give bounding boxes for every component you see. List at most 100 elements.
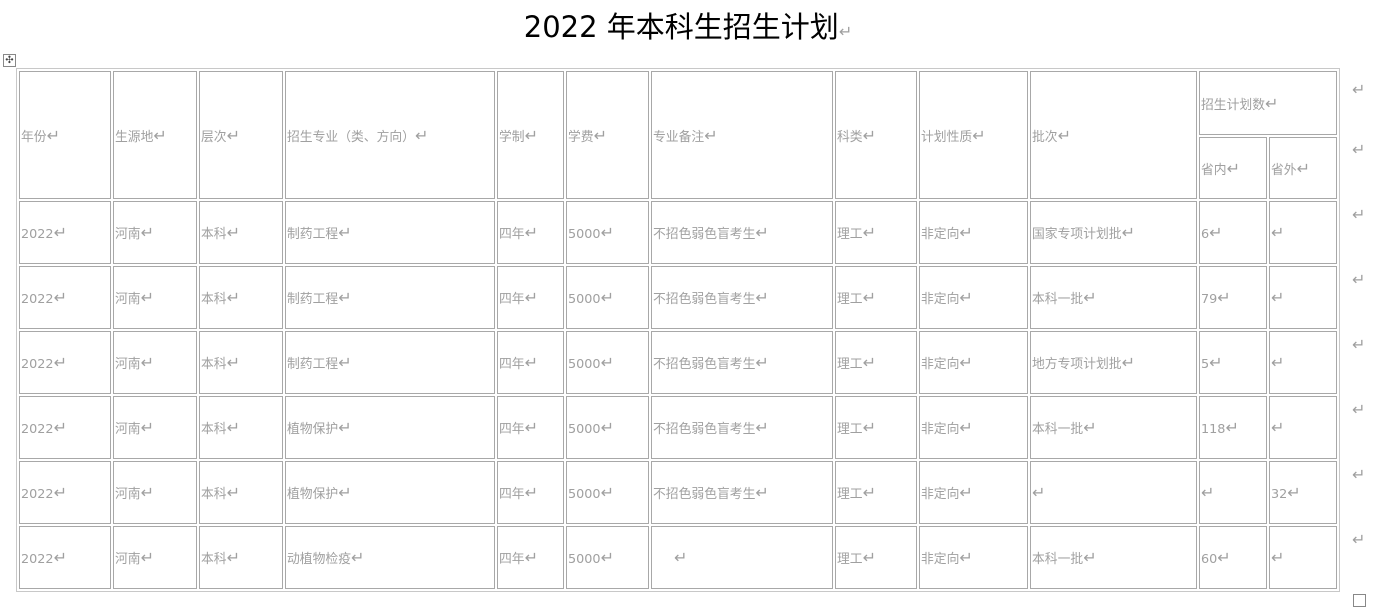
header-text: 学费 <box>568 129 594 145</box>
table-cell[interactable]: 河南 <box>113 266 197 329</box>
cell-text: 2022 <box>21 227 54 242</box>
table-cell[interactable]: 5000 <box>566 526 649 589</box>
plan-sub-header-cell: 省外 <box>1269 137 1337 199</box>
table-cell[interactable]: 118 <box>1199 396 1267 459</box>
table-cell[interactable]: 理工 <box>835 526 917 589</box>
table-cell[interactable]: 本科一批 <box>1030 266 1197 329</box>
header-subrow: 省内 省外 <box>19 137 1337 199</box>
cell-text: 本科一批 <box>1032 552 1084 567</box>
table-cell[interactable]: 河南 <box>113 396 197 459</box>
table-cell[interactable]: 植物保护 <box>285 396 495 459</box>
header-cell: 计划性质 <box>919 71 1028 199</box>
cell-text: 四年 <box>499 422 525 437</box>
table-cell[interactable]: 四年 <box>497 461 564 524</box>
table-cell[interactable]: 制药工程 <box>285 201 495 264</box>
cell-text: 本科 <box>201 292 227 307</box>
table-cell[interactable]: 2022 <box>19 201 111 264</box>
table-cell[interactable]: 理工 <box>835 266 917 329</box>
table-cell[interactable]: 地方专项计划批 <box>1030 331 1197 394</box>
table-cell[interactable] <box>1199 461 1267 524</box>
table-cell[interactable]: 理工 <box>835 396 917 459</box>
table-cell[interactable]: 河南 <box>113 201 197 264</box>
table-cell[interactable]: 32 <box>1269 461 1337 524</box>
cell-text: 2022 <box>21 357 54 372</box>
table-cell[interactable]: 四年 <box>497 396 564 459</box>
table-cell[interactable]: 四年 <box>497 201 564 264</box>
enrollment-table: 年份 生源地 层次 招生专业（类、方向） 学制 学费 专业备注 科类 计划性质 批次 招生计划数省内… <box>16 68 1340 592</box>
cell-text: 本科 <box>201 227 227 242</box>
table-cell[interactable] <box>651 526 833 589</box>
table-cell[interactable]: 60 <box>1199 526 1267 589</box>
table-cell[interactable]: 本科一批 <box>1030 526 1197 589</box>
title-text: 2022 年本科生招生计划 <box>523 10 839 44</box>
cell-text: 国家专项计划批 <box>1032 227 1122 242</box>
table-cell[interactable]: 不招色弱色盲考生 <box>651 331 833 394</box>
table-cell[interactable]: 本科 <box>199 461 283 524</box>
table-cell[interactable] <box>1269 331 1337 394</box>
table-cell[interactable]: 5 <box>1199 331 1267 394</box>
table-cell[interactable]: 制药工程 <box>285 331 495 394</box>
table-cell[interactable]: 5000 <box>566 201 649 264</box>
table-move-handle-icon[interactable]: ✣ <box>3 54 16 67</box>
table-cell[interactable]: 本科 <box>199 266 283 329</box>
table-cell[interactable] <box>1269 266 1337 329</box>
table-cell[interactable]: 非定向 <box>919 461 1028 524</box>
table-cell[interactable]: 5000 <box>566 266 649 329</box>
cell-text: 不招色弱色盲考生 <box>653 487 756 502</box>
table-cell[interactable]: 理工 <box>835 331 917 394</box>
table-cell[interactable]: 非定向 <box>919 526 1028 589</box>
table-cell[interactable]: 本科 <box>199 396 283 459</box>
header-cell: 层次 <box>199 71 283 199</box>
table-cell[interactable] <box>1269 526 1337 589</box>
table-cell[interactable]: 2022 <box>19 461 111 524</box>
table-cell[interactable]: 四年 <box>497 526 564 589</box>
table-cell[interactable]: 植物保护 <box>285 461 495 524</box>
table-cell[interactable]: 2022 <box>19 331 111 394</box>
table-cell[interactable]: 制药工程 <box>285 266 495 329</box>
table-cell[interactable]: 河南 <box>113 526 197 589</box>
table-cell[interactable]: 2022 <box>19 266 111 329</box>
header-cell: 学费 <box>566 71 649 199</box>
table-cell[interactable]: 本科 <box>199 331 283 394</box>
table-cell[interactable]: 不招色弱色盲考生 <box>651 396 833 459</box>
table-cell[interactable] <box>1269 396 1337 459</box>
table-cell[interactable]: 79 <box>1199 266 1267 329</box>
table-cell[interactable]: 四年 <box>497 266 564 329</box>
table-cell[interactable]: 本科 <box>199 526 283 589</box>
table-cell[interactable]: 非定向 <box>919 396 1028 459</box>
cell-text: 非定向 <box>921 552 960 567</box>
header-text: 学制 <box>499 129 525 145</box>
cell-text: 理工 <box>837 552 863 567</box>
table-cell[interactable]: 非定向 <box>919 331 1028 394</box>
table-cell[interactable]: 不招色弱色盲考生 <box>651 266 833 329</box>
table-cell[interactable]: 非定向 <box>919 266 1028 329</box>
table-cell[interactable]: 5000 <box>566 461 649 524</box>
cell-text: 5000 <box>568 227 601 242</box>
cell-text: 5000 <box>568 357 601 372</box>
table-cell[interactable]: 5000 <box>566 331 649 394</box>
table-cell[interactable]: 2022 <box>19 396 111 459</box>
table-cell[interactable]: 河南 <box>113 331 197 394</box>
table-cell[interactable] <box>1030 461 1197 524</box>
table-cell[interactable]: 理工 <box>835 461 917 524</box>
table-cell[interactable]: 四年 <box>497 331 564 394</box>
cell-text: 不招色弱色盲考生 <box>653 422 756 437</box>
table-cell[interactable]: 河南 <box>113 461 197 524</box>
table-cell[interactable] <box>1269 201 1337 264</box>
table-cell[interactable]: 动植物检疫 <box>285 526 495 589</box>
table-cell[interactable]: 国家专项计划批 <box>1030 201 1197 264</box>
table-cell[interactable]: 非定向 <box>919 201 1028 264</box>
table-cell[interactable]: 本科一批 <box>1030 396 1197 459</box>
table-cell[interactable]: 本科 <box>199 201 283 264</box>
table-cell[interactable]: 不招色弱色盲考生 <box>651 461 833 524</box>
header-cell: 专业备注 <box>651 71 833 199</box>
table-cell[interactable]: 5000 <box>566 396 649 459</box>
cell-text: 2022 <box>21 552 54 567</box>
table-cell[interactable]: 不招色弱色盲考生 <box>651 201 833 264</box>
table-cell[interactable]: 理工 <box>835 201 917 264</box>
table-resize-handle[interactable] <box>1353 594 1366 607</box>
cell-text: 河南 <box>115 292 141 307</box>
header-cell: 招生专业（类、方向） <box>285 71 495 199</box>
table-cell[interactable]: 6 <box>1199 201 1267 264</box>
table-cell[interactable]: 2022 <box>19 526 111 589</box>
